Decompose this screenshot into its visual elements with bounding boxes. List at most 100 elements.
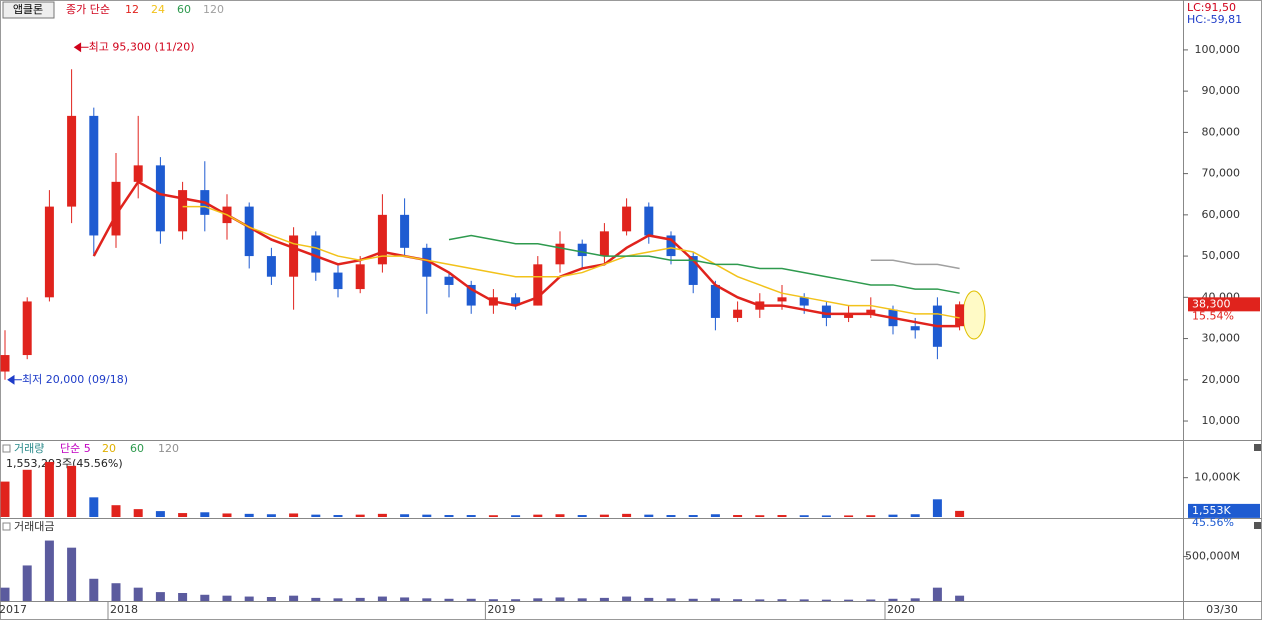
- bar: [666, 598, 676, 601]
- highlight: [962, 290, 986, 340]
- y-tick-label: 60,000: [1202, 208, 1241, 221]
- candle-body: [866, 309, 876, 314]
- annotation: 최고 95,300 (11/20): [89, 40, 195, 53]
- cursor-date: 03/30: [1206, 603, 1238, 616]
- stock-name[interactable]: 앱클론: [13, 3, 43, 16]
- change-label: 45.56%: [1192, 516, 1234, 529]
- candle-body: [599, 231, 609, 257]
- last-price-box: [1188, 297, 1260, 312]
- legend-label: 단순 5: [60, 442, 91, 455]
- candle-body: [577, 243, 587, 257]
- bar: [200, 512, 210, 517]
- panel-icon: [2, 444, 11, 453]
- bar: [710, 514, 720, 517]
- legend-label: 12: [125, 3, 139, 16]
- candle-body: [688, 256, 698, 285]
- lc-label: LC:91,50: [1187, 1, 1236, 14]
- panel-close[interactable]: [1254, 522, 1261, 529]
- last-volume-box: [1188, 503, 1260, 518]
- bar: [821, 515, 831, 517]
- bar: [799, 599, 809, 601]
- last-volume: 1,553K: [1192, 504, 1231, 517]
- bar: [755, 599, 765, 601]
- candle-body: [333, 272, 343, 290]
- bar: [333, 515, 343, 517]
- bar: [555, 597, 565, 601]
- bar: [67, 547, 77, 601]
- annotation: 최저 20,000 (09/18): [22, 373, 128, 386]
- bar: [178, 513, 188, 517]
- candle-body: [799, 297, 809, 306]
- candle-body: [910, 326, 920, 331]
- bar: [844, 515, 854, 517]
- bar: [910, 598, 920, 601]
- bar: [422, 598, 432, 601]
- candle-body: [955, 304, 965, 327]
- bar: [466, 598, 476, 601]
- legend-label: 120: [158, 442, 179, 455]
- bar: [333, 598, 343, 601]
- candle-body: [244, 206, 254, 257]
- legend-label: 20: [102, 442, 116, 455]
- bar: [311, 514, 321, 517]
- bar: [89, 578, 99, 601]
- bar: [777, 515, 787, 517]
- candle-body: [400, 214, 410, 248]
- panel-title: 거래량: [14, 442, 44, 455]
- annotation-arrow: [73, 42, 89, 53]
- candle-body: [821, 305, 831, 318]
- bar: [22, 469, 32, 517]
- bar: [599, 514, 609, 517]
- stock-button[interactable]: [2, 1, 55, 19]
- bar: [200, 594, 210, 601]
- candle-body: [266, 256, 276, 277]
- bar: [910, 514, 920, 517]
- bar: [22, 565, 32, 601]
- bar: [866, 515, 876, 517]
- bar: [644, 514, 654, 517]
- bar: [222, 513, 232, 517]
- bar: [666, 515, 676, 517]
- bar: [44, 461, 54, 517]
- bar: [555, 514, 565, 517]
- candle-body: [133, 165, 143, 182]
- bar: [111, 583, 121, 601]
- bar: [577, 515, 587, 517]
- bar: [511, 515, 521, 517]
- bar: [377, 596, 387, 601]
- bar: [266, 514, 276, 517]
- panel-close[interactable]: [1254, 444, 1261, 451]
- panel-title: 거래대금: [14, 520, 54, 533]
- bar: [622, 513, 632, 517]
- candle-body: [733, 309, 743, 318]
- bar: [111, 505, 121, 517]
- bar: [644, 597, 654, 601]
- ma-line: [182, 205, 960, 319]
- y-tick-label: 10,000: [1202, 414, 1241, 427]
- panel-icon: [2, 522, 11, 531]
- bar: [133, 509, 143, 517]
- bar: [355, 597, 365, 601]
- candle-body: [178, 190, 188, 232]
- bar: [44, 540, 54, 601]
- bar: [533, 514, 543, 517]
- bar: [488, 515, 498, 517]
- bar: [888, 514, 898, 517]
- bar: [444, 598, 454, 601]
- candle-body: [533, 264, 543, 306]
- bar: [688, 515, 698, 517]
- bar: [222, 595, 232, 601]
- x-tick-label: 2018: [110, 603, 138, 616]
- bar: [422, 514, 432, 517]
- candle-body: [155, 165, 165, 232]
- candle-body: [111, 181, 121, 236]
- bar: [311, 597, 321, 601]
- bar: [777, 599, 787, 601]
- y-tick-label: 30,000: [1202, 332, 1241, 345]
- hc-label: HC:-59,81: [1187, 13, 1242, 26]
- legend-label: 24: [151, 3, 165, 16]
- bar: [577, 598, 587, 601]
- bar: [400, 597, 410, 601]
